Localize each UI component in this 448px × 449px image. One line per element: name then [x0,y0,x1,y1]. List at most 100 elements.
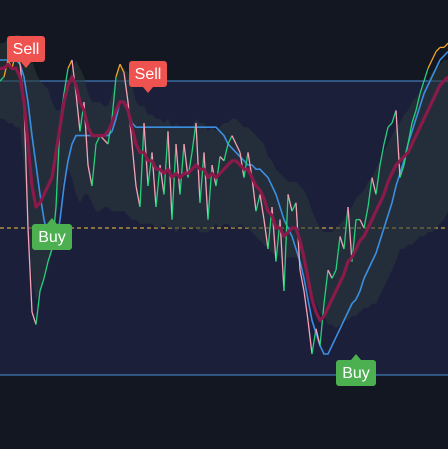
rsi-segment [383,127,389,145]
rsi-segment [175,143,181,195]
rsi-segment [219,156,225,162]
rsi-segment [419,80,425,94]
rsi-segment [255,194,261,212]
buy-signal-label: Buy [38,229,66,246]
sell-signal-label: Sell [135,66,162,83]
rsi-segment [411,110,417,124]
rsi-segment [303,290,309,321]
rsi-segment [131,143,137,187]
buy-signal-label: Buy [342,365,370,382]
rsi-segment [223,143,229,161]
signal-layer: Sell Sell Buy Buy [7,36,376,386]
rsi-segment [111,76,117,119]
buy-signal: Buy [32,218,72,250]
bollinger-fill [0,34,448,329]
rsi-segment [395,110,401,178]
rsi-segment [231,135,237,145]
rsi-segment [203,152,209,220]
rsi-segment [243,152,249,178]
rsi-segment [135,185,141,208]
rsi-segment [443,42,448,48]
rsi-segment [287,194,293,212]
rsi-segment [335,236,341,271]
buy-signal-box [336,360,376,386]
rsi-segment [27,227,33,313]
sell-signal: Sell [129,61,167,93]
buy-signal-box [32,224,72,250]
sell-signal: Sell [7,36,45,68]
rsi-segment [47,248,53,262]
rsi-segment [347,206,353,262]
rsi-segment [91,143,97,187]
rsi-segment [391,110,397,124]
rsi-segment [435,46,441,53]
rsi-segment [63,68,69,94]
rsi-segment [359,219,365,229]
buy-signal-pointer [47,218,57,224]
rsi-segment [307,320,313,355]
line-layer [0,42,448,355]
rsi-segment [319,303,325,346]
rsi-segment [323,269,329,304]
rsi-segment [339,236,345,250]
slow-band-line [0,51,448,355]
rsi-segment [259,194,265,220]
rsi-segment [191,122,197,153]
sell-signal-box [129,61,167,87]
sell-signal-box [7,36,45,62]
rsi-segment [299,269,305,292]
fill-layer [0,34,448,329]
rsi-segment [35,290,41,325]
rsi-segment [291,202,297,212]
rsi-segment [155,164,161,208]
rsi-segment [427,59,433,69]
rsi-segment [415,93,421,111]
rsi-segment [87,164,93,187]
rsi-segment [367,177,373,208]
rsi-segment [31,311,37,325]
rsi-segment [67,59,73,69]
rsi-segment [371,177,377,195]
rsi-segment [379,143,385,166]
rsi-segment [343,206,349,250]
rsi-segment [331,269,337,279]
rsi-segment [387,122,393,128]
rsi-segment [147,152,153,187]
rsi-segment [431,51,437,61]
rsi-segment [195,122,201,203]
rsi-segment [199,152,205,203]
rsi-segment [315,328,321,346]
rsi-segment [171,143,177,220]
rsi-segment [115,64,121,77]
rsi-segment [179,143,185,195]
rsi-segment [75,93,81,132]
sell-signal-label: Sell [13,41,40,58]
buy-signal-pointer [351,354,361,360]
rsi-segment [363,206,369,229]
rsi-ma-line [0,62,448,322]
rsi-segment [163,131,169,195]
rsi-segment [311,328,317,355]
sell-signal-pointer [21,62,31,68]
rsi-segment [119,63,125,73]
rsi-segment [263,219,269,250]
rsi-segment [235,143,241,153]
rsi-segment [0,76,5,82]
rsi-segment [375,164,381,195]
rsi-segment [407,122,413,145]
buy-signal: Buy [336,354,376,386]
rsi-segment [399,164,405,178]
rsi-segment [39,278,45,292]
rsi-segment [227,135,233,145]
rsi-segment [251,177,257,212]
rsi-segment [327,269,333,279]
rsi-segment [283,194,289,292]
rsi-segment [139,122,145,208]
rsi-segment [423,68,429,82]
sell-signal-pointer [143,87,153,93]
rsi-segment [103,139,109,145]
rsi-segment [123,72,129,103]
rsi-segment [43,261,49,279]
rsi-segment [215,156,221,187]
